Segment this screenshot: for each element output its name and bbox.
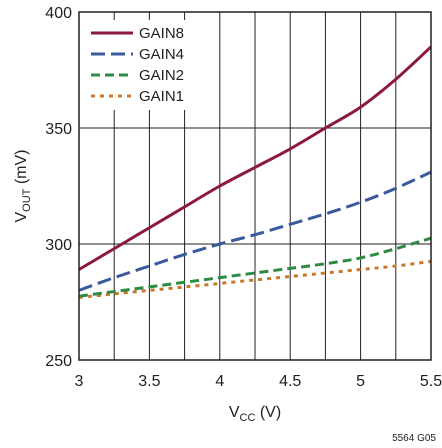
- y-tick-label: 300: [45, 237, 72, 254]
- x-axis-label-sub: CC: [240, 412, 256, 424]
- x-axis-label-unit: (V): [255, 404, 281, 421]
- x-tick-label: 4: [215, 373, 224, 390]
- tick-labels: 3 3.5 4 4.5 5 5.5 250 300 350 400: [45, 5, 442, 390]
- legend-label-gain2: GAIN2: [139, 67, 184, 84]
- legend-label-gain1: GAIN1: [139, 88, 184, 105]
- x-tick-label: 3: [75, 373, 84, 390]
- y-axis-label-unit: (mV): [13, 149, 30, 188]
- x-tick-label: 5: [356, 373, 365, 390]
- plot-frame: [78, 11, 432, 361]
- series-line-gain2: [78, 236, 432, 298]
- y-axis-label: VOUT (mV): [13, 149, 33, 222]
- y-tick-label: 350: [45, 121, 72, 138]
- y-axis-label-main: V: [13, 212, 30, 223]
- x-tick-label: 3.5: [138, 373, 160, 390]
- legend-label-gain4: GAIN4: [139, 46, 184, 63]
- legend: GAIN8 GAIN4 GAIN2 GAIN1: [82, 20, 194, 110]
- series-line-gain4: [78, 170, 432, 292]
- y-tick-label: 250: [45, 353, 72, 370]
- legend-label-gain8: GAIN8: [139, 25, 184, 42]
- y-axis-label-sub: OUT: [21, 188, 33, 212]
- x-tick-label: 5.5: [420, 373, 442, 390]
- x-tick-label: 4.5: [279, 373, 301, 390]
- x-axis-label-main: V: [229, 404, 240, 421]
- figure-code: 5564 G05: [392, 433, 436, 444]
- series-line-gain8: [78, 45, 433, 271]
- x-axis-label: VCC (V): [229, 404, 281, 424]
- series-layer: [78, 45, 433, 299]
- y-tick-label: 400: [45, 5, 72, 22]
